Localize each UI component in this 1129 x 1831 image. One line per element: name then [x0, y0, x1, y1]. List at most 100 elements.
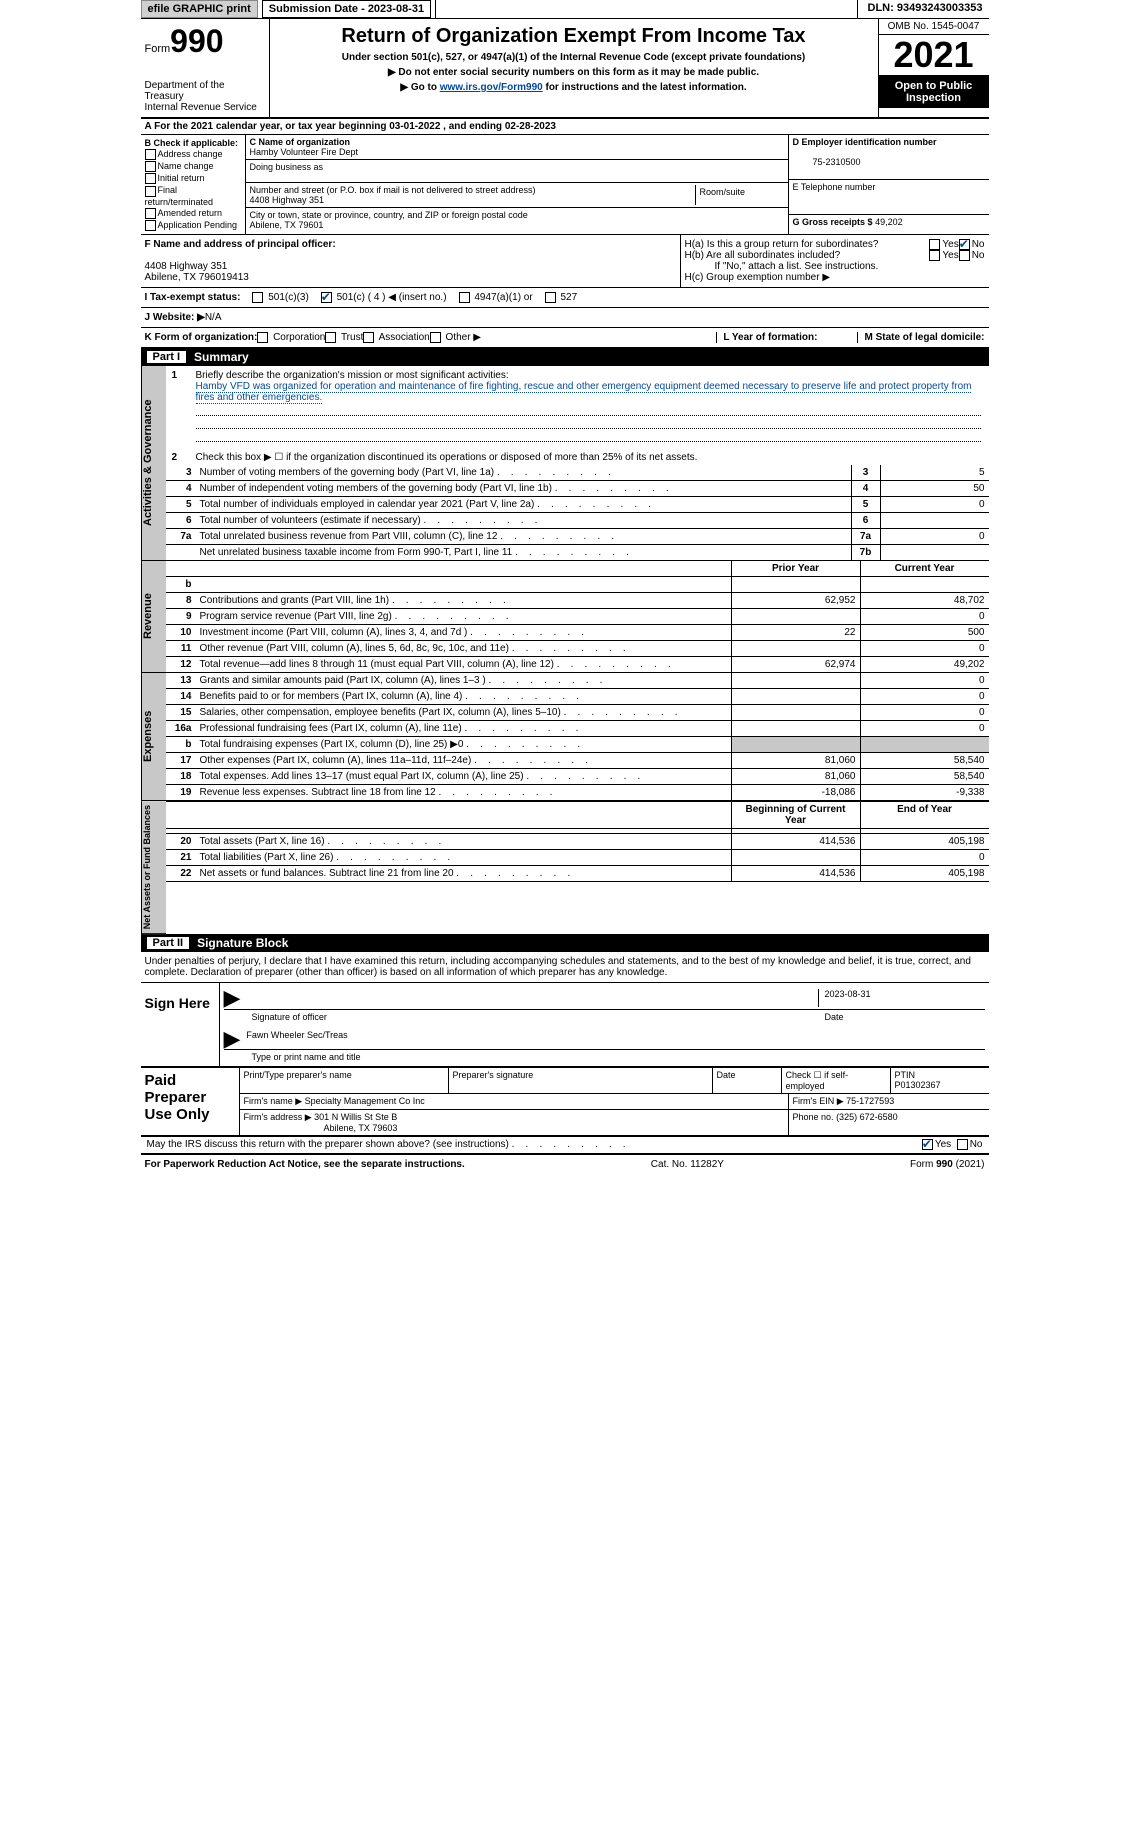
line1-mission: Hamby VFD was organized for operation an…	[196, 381, 972, 404]
firm-ein-label: Firm's EIN ▶	[793, 1096, 844, 1106]
ha-label: H(a) Is this a group return for subordin…	[685, 239, 930, 250]
note-ssn-text: Do not enter social security numbers on …	[398, 67, 759, 78]
page-footer: For Paperwork Reduction Act Notice, see …	[141, 1154, 989, 1174]
check-amended-return[interactable]: Amended return	[145, 208, 241, 219]
line1-prompt: Briefly describe the organization's miss…	[196, 370, 509, 381]
sign-here-block: Sign Here ▶ 2023-08-31 Signature of offi…	[141, 983, 989, 1068]
form-header: Form990 Department of the Treasury Inter…	[141, 19, 989, 119]
firm-phone: (325) 672-6580	[836, 1112, 898, 1122]
header-right: OMB No. 1545-0047 2021 Open to Public In…	[878, 19, 989, 117]
officer-addr2: Abilene, TX 796019413	[145, 272, 676, 283]
check-name-change[interactable]: Name change	[145, 161, 241, 172]
summary-row: 18Total expenses. Add lines 13–17 (must …	[166, 769, 989, 785]
check-501c3[interactable]: 501(c)(3)	[252, 292, 308, 303]
firm-ein: 75-1727593	[846, 1096, 894, 1106]
discuss-text: May the IRS discuss this return with the…	[147, 1139, 509, 1150]
summary-row: 19Revenue less expenses. Subtract line 1…	[166, 785, 989, 801]
line1-block: 1 Briefly describe the organization's mi…	[166, 366, 989, 444]
prep-date-label: Date	[713, 1068, 782, 1093]
dba-label: Doing business as	[250, 162, 324, 172]
i-label: I Tax-exempt status:	[145, 292, 241, 303]
k-label: K Form of organization:	[145, 332, 258, 343]
check-initial-return[interactable]: Initial return	[145, 173, 241, 184]
vtab-net-assets: Net Assets or Fund Balances	[141, 801, 166, 934]
efile-print-button[interactable]: efile GRAPHIC print	[141, 0, 258, 18]
part2-num: Part II	[147, 937, 190, 949]
summary-row: 9Program service revenue (Part VIII, lin…	[166, 609, 989, 625]
check-527[interactable]: 527	[545, 292, 577, 303]
firm-addr1: 301 N Willis St Ste B	[314, 1112, 397, 1122]
spacer	[435, 0, 857, 18]
section-j: J Website: ▶ N/A	[141, 308, 989, 328]
ein-cell: D Employer identification number 75-2310…	[789, 135, 989, 180]
info-grid-bcd: B Check if applicable: Address change Na…	[141, 135, 989, 235]
sign-here-label: Sign Here	[141, 983, 220, 1066]
header-left: Form990 Department of the Treasury Inter…	[141, 19, 270, 117]
preparer-grid: Print/Type preparer's name Preparer's si…	[240, 1068, 989, 1135]
hb-yes-check[interactable]	[929, 250, 940, 261]
discuss-yes-check[interactable]	[922, 1139, 933, 1150]
sig-officer-label: Signature of officer	[224, 1012, 819, 1022]
ein-value: 75-2310500	[793, 157, 861, 167]
summary-row: 11Other revenue (Part VIII, column (A), …	[166, 641, 989, 657]
hc-label: H(c) Group exemption number ▶	[685, 272, 985, 283]
check-4947[interactable]: 4947(a)(1) or	[459, 292, 533, 303]
spacer	[166, 802, 731, 828]
net-assets-section: Net Assets or Fund Balances Beginning of…	[141, 801, 989, 934]
prep-sig-label: Preparer's signature	[449, 1068, 713, 1093]
section-klm: K Form of organization: Corporation Trus…	[141, 328, 989, 348]
check-assoc[interactable]: Association	[363, 332, 429, 343]
form-990-number: 990	[170, 23, 223, 59]
submission-date: Submission Date - 2023-08-31	[262, 0, 431, 18]
goto-prefix: Go to	[411, 82, 440, 93]
part1-heading: Summary	[194, 350, 249, 364]
part1-num: Part I	[147, 351, 187, 363]
discuss-no-check[interactable]	[957, 1139, 968, 1150]
officer-signature-line[interactable]	[246, 989, 817, 1007]
penalty-statement: Under penalties of perjury, I declare th…	[141, 952, 989, 983]
vtab-expenses: Expenses	[141, 673, 166, 801]
summary-row: 7aTotal unrelated business revenue from …	[166, 529, 989, 545]
m-label: M State of legal domicile:	[857, 332, 984, 343]
summary-row: 6Total number of volunteers (estimate if…	[166, 513, 989, 529]
ptin-value: P01302367	[895, 1080, 941, 1090]
ein-label: D Employer identification number	[793, 137, 937, 147]
form-number: Form990	[145, 23, 265, 60]
open-inspection: Open to Public Inspection	[879, 76, 989, 108]
phone-cell: E Telephone number	[789, 180, 989, 215]
beginning-year-header: Beginning of Current Year	[731, 802, 860, 828]
officer-name: Fawn Wheeler Sec/Treas	[246, 1030, 347, 1048]
self-employed-check[interactable]: Check ☐ if self-employed	[782, 1068, 891, 1093]
receipts-label: G Gross receipts $	[793, 217, 873, 227]
revenue-section: Revenue Prior Year Current Year b8Contri…	[141, 561, 989, 673]
spacer	[166, 561, 731, 576]
l-label: L Year of formation:	[716, 332, 817, 343]
check-501c[interactable]: 501(c) ( 4 ) ◀ (insert no.)	[321, 292, 447, 303]
cat-number: Cat. No. 11282Y	[651, 1159, 724, 1170]
org-name: Hamby Volunteer Fire Dept	[250, 147, 359, 157]
hb-no-check[interactable]	[959, 250, 970, 261]
ha-no-check[interactable]	[959, 239, 970, 250]
summary-row: Net unrelated business taxable income fr…	[166, 545, 989, 561]
section-b: B Check if applicable: Address change Na…	[141, 135, 246, 234]
paid-preparer-block: Paid Preparer Use Only Print/Type prepar…	[141, 1068, 989, 1137]
check-corp[interactable]: Corporation	[257, 332, 325, 343]
check-trust[interactable]: Trust	[325, 332, 363, 343]
section-c: C Name of organization Hamby Volunteer F…	[246, 135, 788, 234]
irs-link[interactable]: www.irs.gov/Form990	[440, 82, 543, 93]
summary-row: 13Grants and similar amounts paid (Part …	[166, 673, 989, 689]
ha-yes-check[interactable]	[929, 239, 940, 250]
dln: DLN: 93493243003353	[862, 0, 989, 18]
section-i: I Tax-exempt status: 501(c)(3) 501(c) ( …	[141, 288, 989, 308]
summary-row: 4Number of independent voting members of…	[166, 481, 989, 497]
check-address-change[interactable]: Address change	[145, 149, 241, 160]
check-other[interactable]: Other ▶	[430, 332, 481, 343]
sign-date: 2023-08-31	[818, 989, 985, 1007]
end-year-header: End of Year	[860, 802, 989, 828]
f-label: F Name and address of principal officer:	[145, 239, 676, 250]
check-application-pending[interactable]: Application Pending	[145, 220, 241, 231]
vtab-governance: Activities & Governance	[141, 366, 166, 561]
check-final-return[interactable]: Final return/terminated	[145, 185, 241, 206]
header-mid: Return of Organization Exempt From Incom…	[270, 19, 878, 117]
org-name-cell: C Name of organization Hamby Volunteer F…	[246, 135, 788, 160]
